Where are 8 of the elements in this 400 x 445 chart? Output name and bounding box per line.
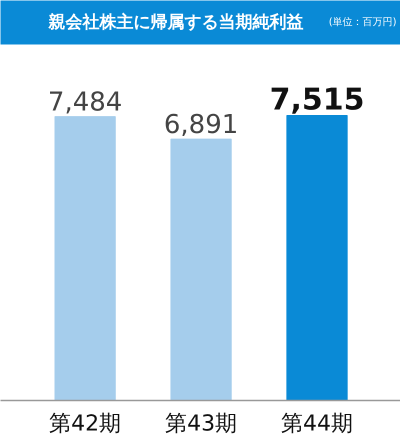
x-tick-label: 第44期 [281,412,354,436]
x-tick-label: 第43期 [165,412,238,436]
data-label: 7,484 [48,88,122,118]
data-label: 7,515 [270,82,364,118]
data-label: 6,891 [164,110,238,140]
chart-title: 親会社株主に帰属する当期純利益 [48,12,304,32]
chart-subtitle: (単位：百万円) [328,16,397,28]
x-tick-label: 第42期 [49,412,122,436]
